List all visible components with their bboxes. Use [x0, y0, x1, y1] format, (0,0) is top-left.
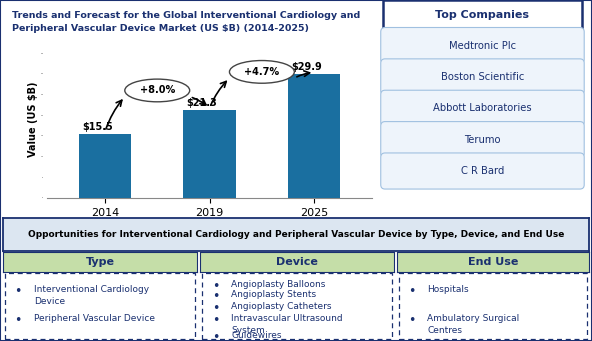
Text: •: •: [212, 331, 219, 341]
Text: Angioplasty Catheters: Angioplasty Catheters: [231, 302, 332, 311]
Text: $21.3: $21.3: [186, 98, 217, 108]
Text: Type: Type: [86, 257, 114, 267]
Text: •: •: [212, 302, 219, 315]
FancyBboxPatch shape: [381, 90, 584, 126]
Ellipse shape: [125, 79, 189, 102]
Text: Interventional Cardiology
Device: Interventional Cardiology Device: [34, 285, 149, 306]
Text: Abbott Laboratories: Abbott Laboratories: [433, 103, 532, 113]
Text: $29.9: $29.9: [291, 62, 322, 72]
Bar: [288, 74, 340, 198]
Text: +8.0%: +8.0%: [140, 86, 175, 95]
Y-axis label: Value (US $B): Value (US $B): [28, 81, 38, 157]
Text: Ambulatory Surgical
Centres: Ambulatory Surgical Centres: [427, 314, 520, 335]
Text: Top Companies: Top Companies: [436, 10, 529, 20]
FancyBboxPatch shape: [398, 273, 587, 339]
FancyBboxPatch shape: [381, 28, 584, 63]
Text: C R Bard: C R Bard: [461, 166, 504, 176]
Text: Peripheral Vascular Device: Peripheral Vascular Device: [34, 314, 155, 324]
Text: Trends and Forecast for the Global Interventional Cardiology and
Peripheral Vasc: Trends and Forecast for the Global Inter…: [12, 11, 360, 33]
Text: Intravascular Ultrasound
System: Intravascular Ultrasound System: [231, 314, 343, 335]
Text: Guidewires: Guidewires: [231, 331, 282, 340]
Text: Terumo: Terumo: [464, 135, 501, 145]
Text: •: •: [15, 285, 22, 298]
FancyBboxPatch shape: [383, 0, 582, 30]
Text: •: •: [408, 285, 416, 298]
Text: •: •: [15, 314, 22, 327]
Text: Angioplasty Balloons: Angioplasty Balloons: [231, 280, 326, 288]
Text: Source: Lucintel: Source: Lucintel: [296, 220, 369, 229]
Text: •: •: [408, 314, 416, 327]
Text: Boston Scientific: Boston Scientific: [441, 72, 524, 82]
Text: •: •: [212, 280, 219, 293]
Bar: [184, 110, 236, 198]
Text: Angioplasty Stents: Angioplasty Stents: [231, 290, 316, 299]
FancyBboxPatch shape: [381, 153, 584, 189]
FancyBboxPatch shape: [381, 59, 584, 95]
FancyBboxPatch shape: [381, 122, 584, 158]
Text: •: •: [212, 290, 219, 303]
FancyBboxPatch shape: [202, 273, 392, 339]
Text: +4.7%: +4.7%: [244, 67, 279, 77]
Text: •: •: [212, 314, 219, 327]
Bar: [79, 134, 131, 198]
Ellipse shape: [230, 60, 294, 83]
FancyBboxPatch shape: [5, 273, 195, 339]
Text: Medtronic Plc: Medtronic Plc: [449, 41, 516, 50]
Text: Opportunities for Interventional Cardiology and Peripheral Vascular Device by Ty: Opportunities for Interventional Cardiol…: [28, 230, 564, 239]
Text: $15.5: $15.5: [82, 122, 112, 132]
Text: End Use: End Use: [468, 257, 518, 267]
Text: Device: Device: [276, 257, 318, 267]
Text: Hospitals: Hospitals: [427, 285, 469, 294]
